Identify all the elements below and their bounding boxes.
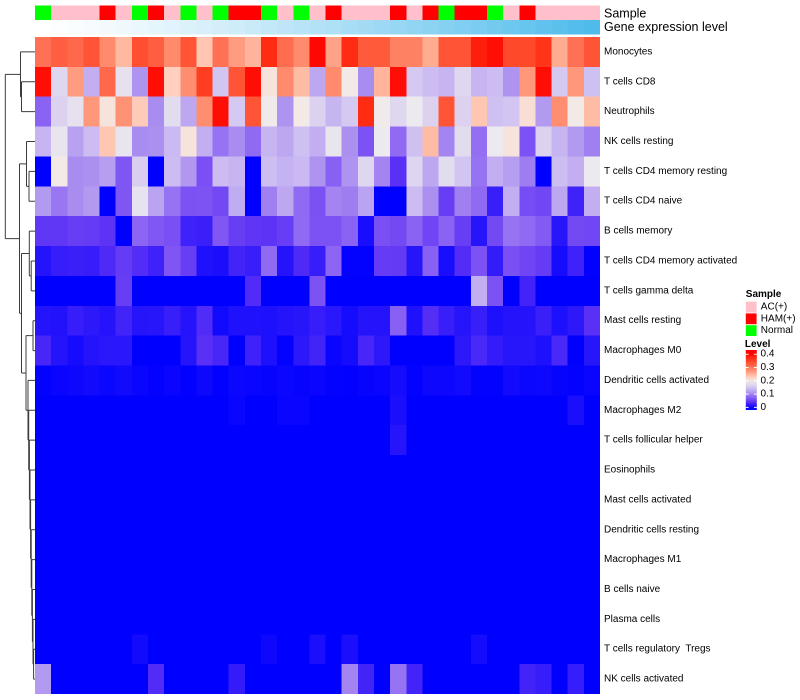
svg-text:Neutrophils: Neutrophils: [604, 106, 655, 117]
svg-text:Mast cells resting: Mast cells resting: [604, 315, 681, 326]
svg-text:Eosinophils: Eosinophils: [604, 465, 655, 476]
svg-text:0.4: 0.4: [761, 349, 775, 360]
svg-text:T cells regulatory Tregs: T cells regulatory Tregs: [604, 644, 711, 655]
svg-text:Level: Level: [745, 339, 771, 350]
svg-text:T cells CD4 naive: T cells CD4 naive: [604, 196, 683, 207]
svg-text:T cells CD4 memory activated: T cells CD4 memory activated: [604, 256, 737, 267]
svg-text:Mast cells activated: Mast cells activated: [604, 494, 691, 505]
svg-text:Monocytes: Monocytes: [604, 46, 652, 57]
svg-text:Plasma cells: Plasma cells: [604, 614, 660, 625]
svg-text:Dendritic cells activated: Dendritic cells activated: [604, 375, 709, 386]
svg-text:0.1: 0.1: [761, 389, 775, 400]
svg-text:Normal: Normal: [761, 325, 793, 336]
svg-text:T cells gamma delta: T cells gamma delta: [604, 285, 694, 296]
svg-text:NK cells activated: NK cells activated: [604, 674, 683, 685]
svg-text:0.2: 0.2: [761, 375, 775, 386]
svg-text:B cells naive: B cells naive: [604, 584, 661, 595]
svg-text:0.3: 0.3: [761, 362, 775, 373]
svg-text:B cells memory: B cells memory: [604, 226, 672, 237]
svg-text:Sample: Sample: [604, 7, 646, 21]
svg-text:Dendritic cells resting: Dendritic cells resting: [604, 524, 699, 535]
svg-text:NK cells resting: NK cells resting: [604, 136, 673, 147]
svg-text:HAM(+): HAM(+): [761, 313, 796, 324]
svg-text:Macrophages M0: Macrophages M0: [604, 345, 682, 356]
svg-text:Sample: Sample: [746, 289, 782, 300]
svg-text:Macrophages M2: Macrophages M2: [604, 405, 682, 416]
svg-text:Gene expression level: Gene expression level: [604, 20, 728, 34]
svg-text:Macrophages M1: Macrophages M1: [604, 554, 682, 565]
svg-text:T cells CD8: T cells CD8: [604, 76, 656, 87]
svg-text:T cells follicular helper: T cells follicular helper: [604, 435, 703, 446]
svg-text:0: 0: [761, 402, 767, 413]
svg-text:T cells CD4 memory resting: T cells CD4 memory resting: [604, 166, 727, 177]
svg-text:AC(+): AC(+): [761, 302, 787, 313]
